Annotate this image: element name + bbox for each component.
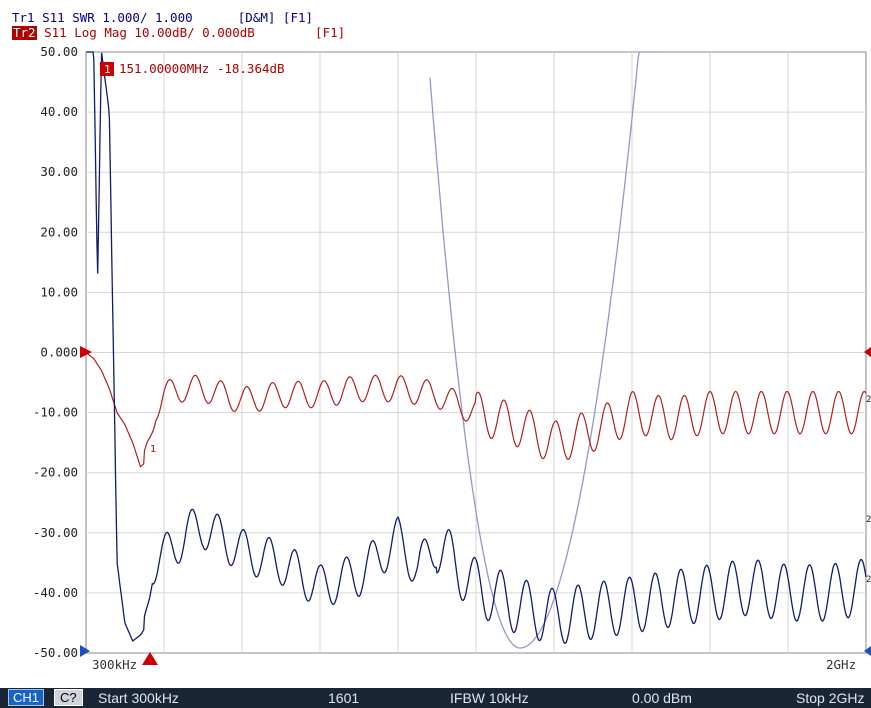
- sweep-points[interactable]: 1601: [328, 690, 360, 706]
- y-tick-label: 20.00: [40, 224, 78, 239]
- x-start-label: 300kHz: [92, 657, 137, 672]
- y-tick-label: -30.00: [33, 525, 78, 540]
- ref-marker-left-blue[interactable]: [80, 645, 90, 657]
- trace-header: Tr1 S11 SWR 1.000/ 1.000 [D&M] [F1] Tr2 …: [0, 0, 871, 44]
- trace1-swr[interactable]: [86, 51, 867, 645]
- y-tick-label: -10.00: [33, 405, 78, 420]
- ref-label-2: 2: [866, 515, 871, 525]
- x-stop-label: 2GHz: [826, 657, 856, 672]
- trace1-tags: [D&M] [F1]: [237, 10, 314, 25]
- trace1-label[interactable]: Tr1: [12, 10, 35, 25]
- calibration-status-button[interactable]: C?: [54, 689, 83, 706]
- trace1-header[interactable]: Tr1 S11 SWR 1.000/ 1.000 [D&M] [F1]: [12, 11, 313, 25]
- marker-1-trace-label: 1: [150, 444, 156, 455]
- trace2-header[interactable]: Tr2 S11 Log Mag 10.00dB/ 0.000dB [F1]: [12, 26, 345, 40]
- y-tick-label: -40.00: [33, 585, 78, 600]
- channel-button[interactable]: CH1: [8, 689, 45, 706]
- start-frequency[interactable]: Start 300kHz: [98, 690, 179, 706]
- y-tick-label: 30.00: [40, 164, 78, 179]
- marker-1-box[interactable]: [100, 62, 114, 76]
- y-tick-label: 10.00: [40, 284, 78, 299]
- trace1-format: S11 SWR 1.000/ 1.000: [42, 10, 193, 25]
- ref-level-marker-right[interactable]: [864, 347, 871, 357]
- if-bandwidth[interactable]: IFBW 10kHz: [450, 690, 529, 706]
- ref-level-marker-left[interactable]: [80, 346, 92, 358]
- plot-grid: [86, 52, 866, 653]
- source-power[interactable]: 0.00 dBm: [632, 690, 692, 706]
- y-tick-label: 50.00: [40, 44, 78, 59]
- measurement-plot[interactable]: 50.00 40.00 30.00 20.00 10.00 0.000 -10.00 -20.…: [0, 0, 871, 688]
- marker-1-triangle[interactable]: [142, 652, 158, 665]
- y-tick-label: -50.00: [33, 645, 78, 660]
- y-tick-label: 0.000: [40, 345, 78, 360]
- ref-label-3: 2: [866, 575, 871, 585]
- traces: [85, 51, 867, 649]
- trace2-tags: [F1]: [315, 25, 346, 40]
- trace2-format: S11 Log Mag 10.00dB/ 0.000dB: [44, 25, 255, 40]
- ref-marker-right-blue[interactable]: [864, 646, 871, 656]
- ref-label-1: 2: [866, 395, 871, 405]
- status-bar: CH1 C? Start 300kHz 1601 IFBW 10kHz 0.00…: [0, 688, 871, 708]
- stop-frequency[interactable]: Stop 2GHz: [796, 690, 865, 706]
- marker-1-readout: 151.00000MHz -18.364dB: [119, 61, 285, 76]
- y-tick-label: 40.00: [40, 104, 78, 119]
- y-axis-ticks: 50.00 40.00 30.00 20.00 10.00 0.000 -10.00 -20.…: [33, 44, 78, 660]
- y-tick-label: -20.00: [33, 465, 78, 480]
- trace2-label[interactable]: Tr2: [12, 25, 37, 40]
- marker-1-number: 1: [104, 63, 111, 76]
- trace2-logmag[interactable]: [85, 352, 867, 468]
